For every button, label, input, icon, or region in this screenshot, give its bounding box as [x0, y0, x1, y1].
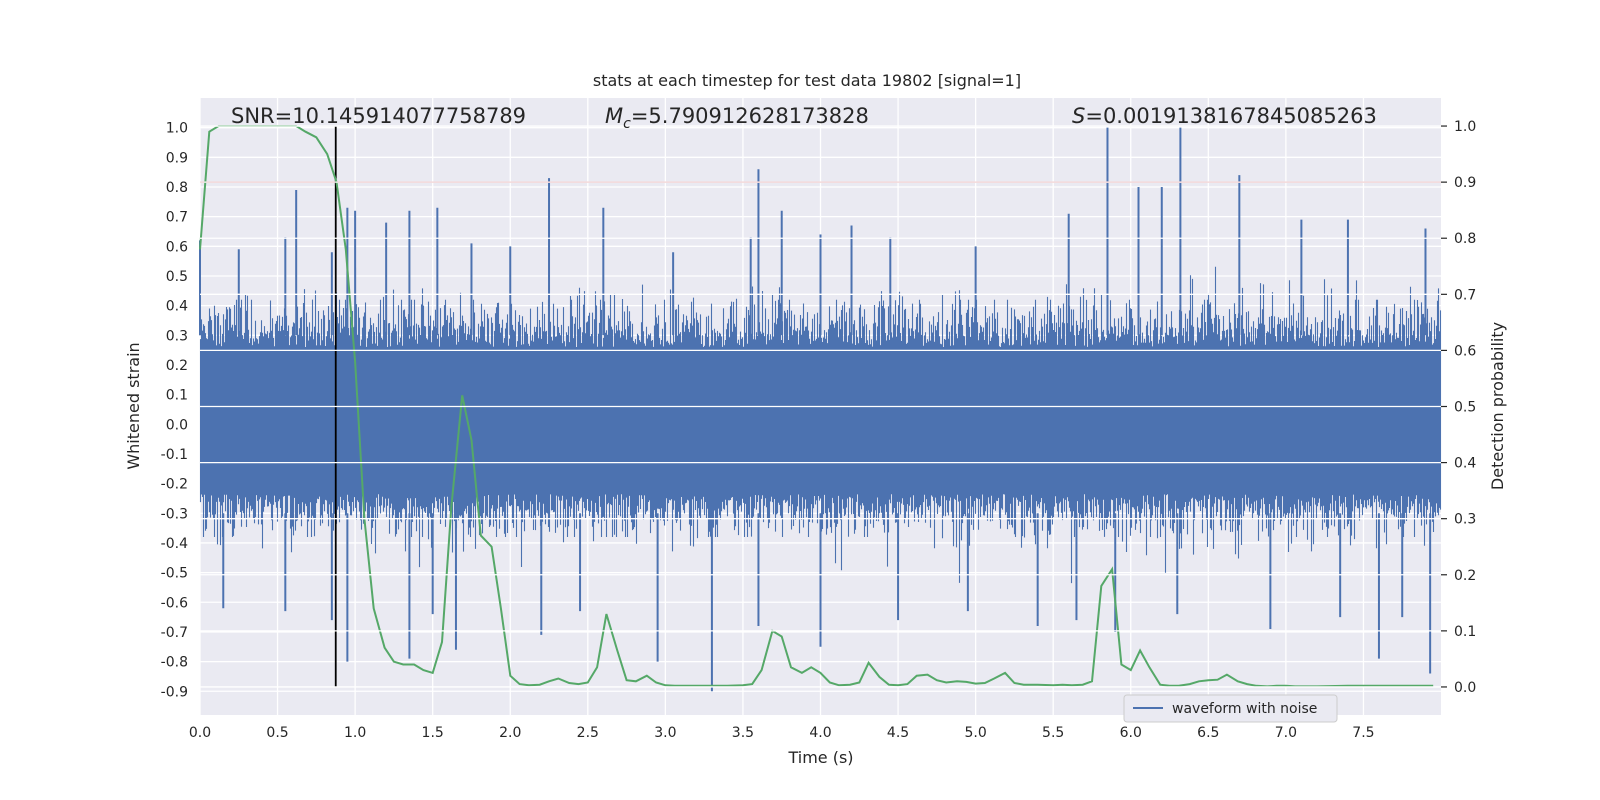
y-right-tick-label: 0.3: [1454, 512, 1476, 528]
y-left-tick-label: -0.4: [161, 536, 188, 552]
y-right-tick-label: 0.7: [1454, 287, 1476, 303]
s-symbol: S: [1072, 104, 1085, 128]
y-left-tick-label: 0.9: [166, 150, 188, 166]
x-tick-label: 3.5: [732, 725, 754, 741]
s-value: =0.0019138167845085263: [1085, 104, 1377, 128]
y-right-tick-label: 0.2: [1454, 568, 1476, 584]
x-tick-label: 4.5: [887, 725, 909, 741]
x-tick-label: 5.0: [964, 725, 986, 741]
y-left-tick-label: 0.0: [166, 417, 188, 433]
chirp-mass-subscript: c: [623, 116, 631, 132]
y-right-tick-label: 0.8: [1454, 231, 1476, 247]
x-tick-label: 1.5: [422, 725, 444, 741]
chirp-mass-annotation: Mc=5.790912628173828: [605, 104, 869, 132]
legend: waveform with noise: [1123, 694, 1338, 723]
y-left-tick-label: -0.8: [161, 655, 188, 671]
snr-annotation: SNR=10.145914077758789: [231, 104, 526, 128]
x-axis-label: Time (s): [787, 748, 853, 767]
y-left-tick-label: 0.7: [166, 210, 188, 226]
s-annotation: S=0.0019138167845085263: [1072, 104, 1377, 128]
waveform-band: [199, 266, 1442, 584]
x-tick-label: 7.5: [1352, 725, 1374, 741]
y-right-tick-label: 0.5: [1454, 400, 1476, 416]
y-axis-right-label: Detection probability: [1488, 322, 1507, 490]
y-axis-right-ticks: 1.0 0.9 0.8 0.7 0.6 0.5 0.4 0.3 0.2 0.1 0.0: [1441, 119, 1476, 696]
y-axis-left-ticks: 1.0 0.9 0.8 0.7 0.6 0.5 0.4 0.3 0.2 0.1 0.0 -0.1 -0.…: [161, 121, 188, 701]
y-left-tick-label: 0.6: [166, 239, 188, 255]
x-tick-label: 3.0: [654, 725, 676, 741]
y-left-tick-label: -0.7: [161, 625, 188, 641]
y-left-tick-label: 0.8: [166, 180, 188, 196]
y-left-tick-label: -0.2: [161, 477, 188, 493]
y-right-tick-label: 0.6: [1454, 343, 1476, 359]
x-tick-label: 7.0: [1275, 725, 1297, 741]
x-tick-label: 4.0: [809, 725, 831, 741]
y-right-tick-label: 0.0: [1454, 680, 1476, 696]
chirp-mass-value: =5.790912628173828: [631, 104, 869, 128]
y-left-tick-label: 0.1: [166, 388, 188, 404]
chart-title: stats at each timestep for test data 198…: [593, 71, 1021, 90]
probability-series: [199, 125, 1434, 688]
y-left-tick-label: -0.1: [161, 447, 188, 463]
y-right-tick-label: 0.9: [1454, 175, 1476, 191]
probability-line: [199, 125, 1434, 688]
y-left-tick-label: -0.3: [161, 506, 188, 522]
y-right-tick-label: 0.4: [1454, 456, 1476, 472]
x-tick-label: 5.5: [1042, 725, 1064, 741]
legend-box: [1123, 694, 1338, 723]
y-right-tick-label: 0.1: [1454, 624, 1476, 640]
y-axis-left-label: Whitened strain: [124, 342, 143, 469]
x-tick-label: 2.5: [577, 725, 599, 741]
legend-label: waveform with noise: [1172, 701, 1317, 717]
y-left-tick-label: -0.5: [161, 566, 188, 582]
y-left-tick-label: 0.4: [166, 299, 188, 315]
y-right-tick-label: 1.0: [1454, 119, 1476, 135]
y-left-tick-label: 0.5: [166, 269, 188, 285]
waveform-series: [199, 127, 1442, 692]
x-tick-label: 0.5: [266, 725, 288, 741]
y-left-tick-label: 1.0: [166, 121, 188, 137]
y-left-tick-label: 0.3: [166, 328, 188, 344]
x-tick-label: 6.0: [1120, 725, 1142, 741]
x-tick-label: 6.5: [1197, 725, 1219, 741]
y-left-tick-label: -0.6: [161, 595, 188, 611]
x-axis-ticks: 0.0 0.5 1.0 1.5 2.0 2.5 3.0 3.5 4.0 4.5 5.0 5.5 6.0 6…: [189, 725, 1375, 741]
x-tick-label: 0.0: [189, 725, 211, 741]
y-left-tick-label: -0.9: [161, 684, 188, 700]
x-tick-label: 1.0: [344, 725, 366, 741]
grid-lines-right: [200, 125, 1441, 688]
y-left-tick-label: 0.2: [166, 358, 188, 374]
chirp-mass-symbol: M: [605, 104, 623, 128]
x-tick-label: 2.0: [499, 725, 521, 741]
